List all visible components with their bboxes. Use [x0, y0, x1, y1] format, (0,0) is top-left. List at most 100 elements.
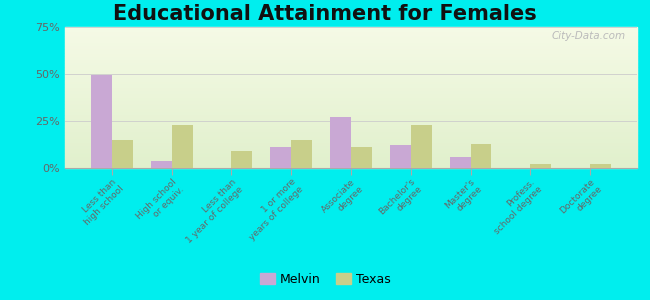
Bar [411, 125, 432, 168]
Bar [65, 100, 637, 102]
Bar [65, 124, 637, 126]
Bar [65, 81, 637, 82]
Bar [65, 148, 637, 150]
Bar [65, 162, 637, 164]
Text: Associate
degree: Associate degree [320, 177, 365, 221]
Text: High school
or equiv.: High school or equiv. [135, 177, 185, 228]
Bar [65, 98, 637, 99]
Bar [65, 134, 637, 136]
Bar [65, 123, 637, 124]
Bar [65, 99, 637, 100]
Bar [65, 105, 637, 106]
Bar [65, 158, 637, 160]
Bar [151, 161, 172, 168]
Bar [65, 141, 637, 142]
Bar [65, 57, 637, 58]
Text: Bachelor's
degree: Bachelor's degree [378, 177, 424, 224]
Text: City-Data.com: City-Data.com [551, 31, 625, 41]
Bar [65, 54, 637, 55]
Bar [65, 40, 637, 41]
Bar [65, 136, 637, 137]
Bar [65, 82, 637, 83]
Bar [65, 151, 637, 152]
Bar [65, 160, 637, 161]
Bar [65, 83, 637, 85]
Bar [65, 71, 637, 72]
Bar [112, 140, 133, 168]
Bar [65, 41, 637, 43]
Bar [65, 85, 637, 86]
Bar [65, 155, 637, 157]
Bar [65, 144, 637, 146]
Bar [65, 28, 637, 30]
Bar [65, 146, 637, 147]
Bar [65, 72, 637, 74]
Bar [65, 167, 637, 168]
Bar [65, 92, 637, 93]
Bar [65, 161, 637, 162]
Bar [270, 147, 291, 168]
Bar [65, 116, 637, 117]
Bar [65, 51, 637, 52]
Bar [65, 112, 637, 113]
Bar [65, 43, 637, 44]
Bar [291, 140, 312, 168]
Bar [172, 125, 192, 168]
Bar [390, 146, 411, 168]
Bar [65, 103, 637, 105]
Legend: Melvin, Texas: Melvin, Texas [255, 268, 395, 291]
Bar [65, 30, 637, 31]
Bar [65, 138, 637, 140]
Bar [65, 52, 637, 54]
Bar [65, 45, 637, 47]
Bar [65, 35, 637, 37]
Bar [65, 65, 637, 67]
Bar [450, 157, 471, 168]
Bar [65, 128, 637, 130]
Bar [91, 75, 112, 168]
Bar [65, 107, 637, 109]
Text: Doctorate
degree: Doctorate degree [558, 177, 604, 223]
Bar [65, 110, 637, 112]
Text: 1 or more
years of college: 1 or more years of college [240, 177, 305, 242]
Bar [65, 109, 637, 110]
Bar [65, 75, 637, 76]
Bar [471, 144, 491, 168]
Bar [65, 140, 637, 141]
Bar [65, 117, 637, 119]
Bar [65, 62, 637, 64]
Bar [65, 95, 637, 96]
Bar [65, 130, 637, 131]
Bar [65, 93, 637, 95]
Bar [65, 37, 637, 38]
Bar [65, 150, 637, 151]
Bar [65, 68, 637, 69]
Bar [65, 88, 637, 89]
Bar [65, 96, 637, 98]
Bar [65, 131, 637, 133]
Bar [65, 50, 637, 51]
Bar [65, 127, 637, 128]
Bar [65, 64, 637, 65]
Bar [65, 74, 637, 75]
Bar [65, 89, 637, 90]
Bar [65, 113, 637, 114]
Bar [65, 86, 637, 88]
Bar [65, 34, 637, 35]
Bar [65, 58, 637, 59]
Bar [65, 55, 637, 57]
Bar [590, 164, 611, 168]
Text: Educational Attainment for Females: Educational Attainment for Females [113, 4, 537, 25]
Bar [65, 33, 637, 34]
Text: Less than
1 year of college: Less than 1 year of college [177, 177, 245, 244]
Bar [65, 154, 637, 155]
Text: Less than
high school: Less than high school [75, 177, 125, 227]
Bar [65, 44, 637, 45]
Text: Master's
degree: Master's degree [444, 177, 484, 218]
Bar [65, 164, 637, 165]
Bar [65, 76, 637, 78]
Bar [65, 157, 637, 158]
Bar [65, 152, 637, 154]
Bar [65, 61, 637, 62]
Bar [65, 27, 637, 28]
